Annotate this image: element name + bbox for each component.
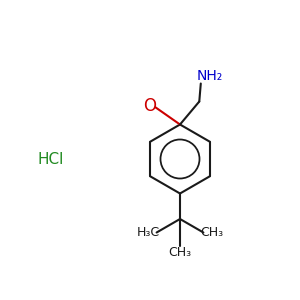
Text: NH₂: NH₂ [197,69,223,83]
Text: O: O [143,97,157,115]
Text: HCl: HCl [38,152,64,166]
Text: CH₃: CH₃ [200,226,223,239]
Text: CH₃: CH₃ [168,246,192,259]
Text: H₃C: H₃C [137,226,160,239]
